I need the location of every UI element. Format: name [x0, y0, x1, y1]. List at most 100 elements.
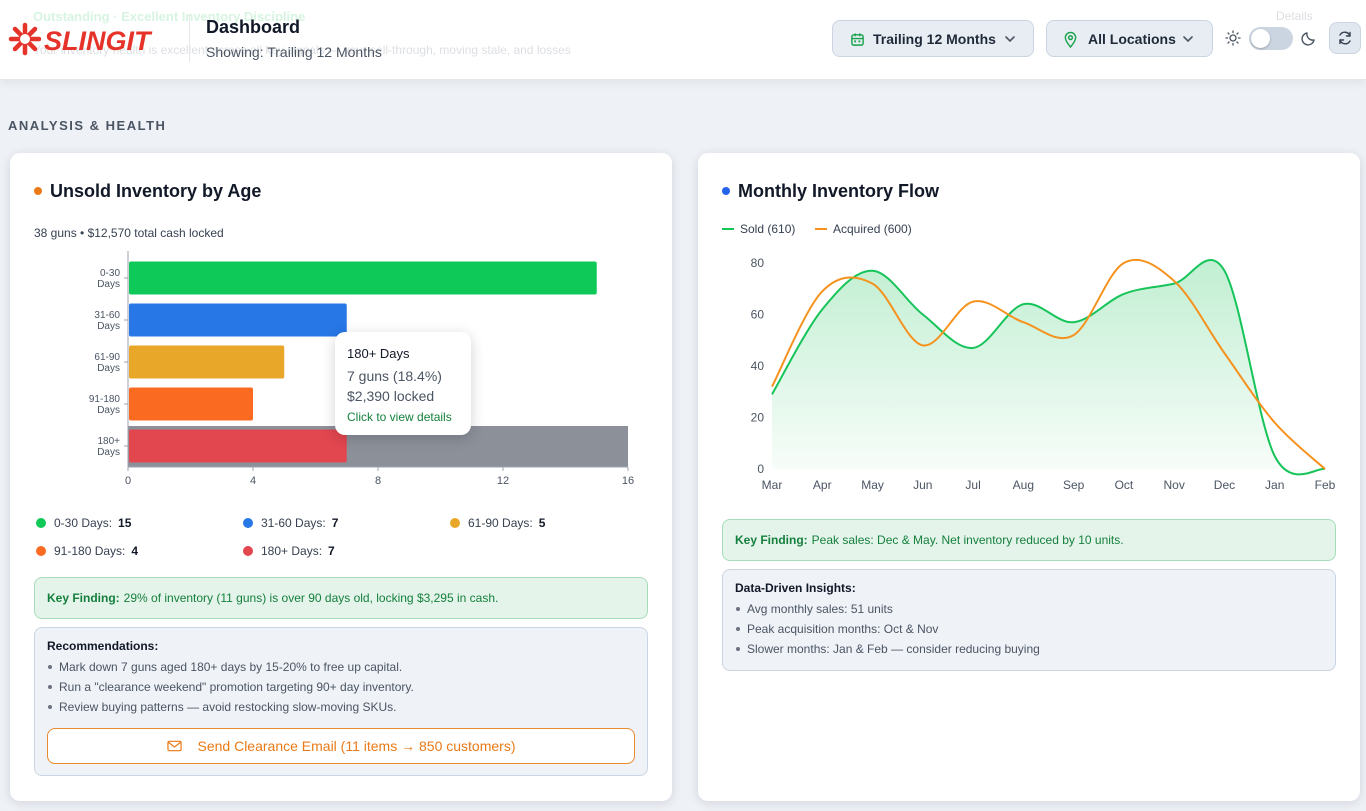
list-item: Run a "clearance weekend" promotion targ…	[47, 677, 635, 697]
insights-title: Data-Driven Insights:	[735, 581, 856, 595]
list-item: Mark down 7 guns aged 180+ days by 15-20…	[47, 657, 635, 677]
y-tick-label: 0-30	[100, 268, 120, 279]
y-tick-label: 80	[751, 256, 765, 270]
x-tick-label: Aug	[1013, 478, 1034, 492]
series-acquired-line	[771, 258, 1326, 470]
bar-31-60	[129, 303, 347, 337]
y-tick-label: 40	[751, 359, 765, 373]
x-tick-label: May	[861, 478, 884, 492]
x-tick-label: 4	[250, 475, 256, 487]
series-sold-area	[772, 260, 1325, 475]
x-tick-label: Nov	[1164, 478, 1185, 492]
recommendations-box: Recommendations: Mark down 7 guns aged 1…	[34, 627, 648, 776]
y-tick-label: Days	[97, 363, 120, 374]
age-bar-chart: 0-30Days31-60Days61-90Days91-180Days180+…	[89, 251, 634, 487]
background-banner-subtitle: Your inventory health is excellent acros…	[33, 43, 571, 57]
key-finding-label: Key Finding:	[47, 591, 120, 605]
x-tick-label: Sep	[1063, 478, 1085, 492]
chevron-down-icon	[1183, 36, 1193, 43]
x-tick-label: Jul	[965, 478, 980, 492]
x-tick-label: 12	[497, 475, 509, 487]
list-item: Avg monthly sales: 51 units	[735, 599, 1323, 619]
page-title: Dashboard	[206, 17, 301, 37]
map-pin-icon	[1064, 31, 1077, 48]
period-dropdown[interactable]: Trailing 12 Months	[832, 20, 1034, 57]
list-item: Review buying patterns — avoid restockin…	[47, 697, 635, 717]
x-tick-label: 8	[375, 475, 381, 487]
y-tick-label: 31-60	[94, 310, 120, 321]
y-tick-label: 91-180	[89, 394, 121, 405]
tooltip-title: 180+ Days	[347, 346, 410, 361]
section-label: ANALYSIS & HEALTH	[8, 118, 167, 133]
legend-item-91-180: 91-180 Days: 4	[36, 544, 138, 558]
background-banner-details: Details	[1276, 9, 1313, 23]
send-clearance-email-label: Send Clearance Email (11 items → 850 cus…	[197, 738, 516, 754]
recommendations-list: Mark down 7 guns aged 180+ days by 15-20…	[47, 657, 635, 717]
theme-toggle[interactable]	[1249, 27, 1293, 50]
header-divider	[189, 14, 190, 62]
key-finding-box: Key Finding: Peak sales: Dec & May. Net i…	[722, 519, 1336, 561]
y-tick-label: 20	[751, 411, 765, 425]
inventory-summary: 38 guns • $12,570 total cash locked	[34, 226, 224, 240]
key-finding-box: Key Finding: 29% of inventory (11 guns) i…	[34, 577, 648, 619]
series-sold-line	[771, 259, 1326, 476]
x-tick-label: 0	[125, 475, 131, 487]
sun-icon	[1225, 30, 1241, 46]
bar-61-90	[129, 345, 285, 379]
x-tick-label: Jun	[913, 478, 932, 492]
key-finding-text: 29% of inventory (11 guns) is over 90 da…	[123, 591, 499, 605]
x-tick-label: Feb	[1315, 478, 1336, 492]
tooltip-view-details-link[interactable]: Click to view details	[347, 410, 452, 424]
inventory-flow-card: Monthly Inventory Flow Sold (610) Acquir…	[698, 153, 1360, 801]
y-tick-label: Days	[97, 447, 120, 458]
x-tick-label: Oct	[1115, 478, 1134, 492]
period-dropdown-value: Trailing 12 Months	[873, 31, 996, 47]
x-tick-label: 16	[622, 475, 634, 487]
y-tick-label: Days	[97, 321, 120, 332]
legend-acquired[interactable]: Acquired (600)	[815, 222, 912, 236]
card-title: Unsold Inventory by Age	[50, 181, 262, 201]
legend-sold[interactable]: Sold (610)	[722, 222, 795, 236]
top-header: Outstanding · Excellent Inventory Discip…	[0, 0, 1366, 80]
refresh-button[interactable]	[1329, 22, 1361, 54]
send-clearance-email-button[interactable]: Send Clearance Email (11 items → 850 cus…	[47, 728, 635, 764]
brand-name: SLINGIT	[44, 26, 153, 56]
background-banner-title: Outstanding · Excellent Inventory Discip…	[33, 9, 306, 24]
x-tick-label: Jan	[1265, 478, 1284, 492]
location-dropdown[interactable]: All Locations	[1046, 20, 1213, 57]
mail-icon	[166, 740, 182, 752]
bar-91-180	[129, 387, 253, 421]
location-dropdown-value: All Locations	[1088, 31, 1176, 47]
page-subtitle: Showing: Trailing 12 Months	[206, 44, 382, 60]
inventory-age-card: Unsold Inventory by Age 38 guns • $12,57…	[10, 153, 672, 801]
list-item: Peak acquisition months: Oct & Nov	[735, 619, 1323, 639]
monthly-flow-line-chart: 0 20 40 60 80 Mar Apr May Jun Jul Aug Sep Oct Nov Dec J…	[751, 256, 1336, 492]
legend-item-31-60: 31-60 Days: 7	[243, 516, 338, 530]
key-finding-text: Peak sales: Dec & May. Net inventory red…	[811, 533, 1124, 547]
bar-0-30	[129, 261, 597, 295]
y-tick-label: Days	[97, 405, 120, 416]
card-title: Monthly Inventory Flow	[738, 181, 939, 201]
card-accent-dot	[722, 187, 730, 195]
refresh-icon	[1339, 31, 1351, 45]
chevron-down-icon	[1005, 36, 1015, 43]
bar-tooltip: 180+ Days 7 guns (18.4%) $2,390 locked C…	[335, 332, 471, 435]
theme-toggle-knob	[1251, 29, 1270, 48]
insights-box: Data-Driven Insights: Avg monthly sales:…	[722, 569, 1336, 671]
key-finding-label: Key Finding:	[735, 533, 808, 547]
list-item: Slower months: Jan & Feb — consider redu…	[735, 639, 1323, 659]
tooltip-count: 7 guns (18.4%)	[347, 368, 442, 384]
bar-180+	[129, 429, 347, 463]
y-tick-label: 180+	[97, 436, 120, 447]
y-tick-label: Days	[97, 279, 120, 290]
x-tick-label: Mar	[762, 478, 783, 492]
x-tick-label: Apr	[813, 478, 832, 492]
tooltip-locked: $2,390 locked	[347, 388, 435, 404]
legend-item-61-90: 61-90 Days: 5	[450, 516, 545, 530]
y-tick-label: 0	[757, 462, 764, 476]
x-tick-label: Dec	[1214, 478, 1235, 492]
slingit-logo[interactable]: SLINGIT	[8, 22, 176, 56]
moon-icon	[1301, 32, 1315, 46]
recommendations-title: Recommendations:	[47, 639, 159, 653]
legend-item-0-30: 0-30 Days: 15	[36, 516, 131, 530]
